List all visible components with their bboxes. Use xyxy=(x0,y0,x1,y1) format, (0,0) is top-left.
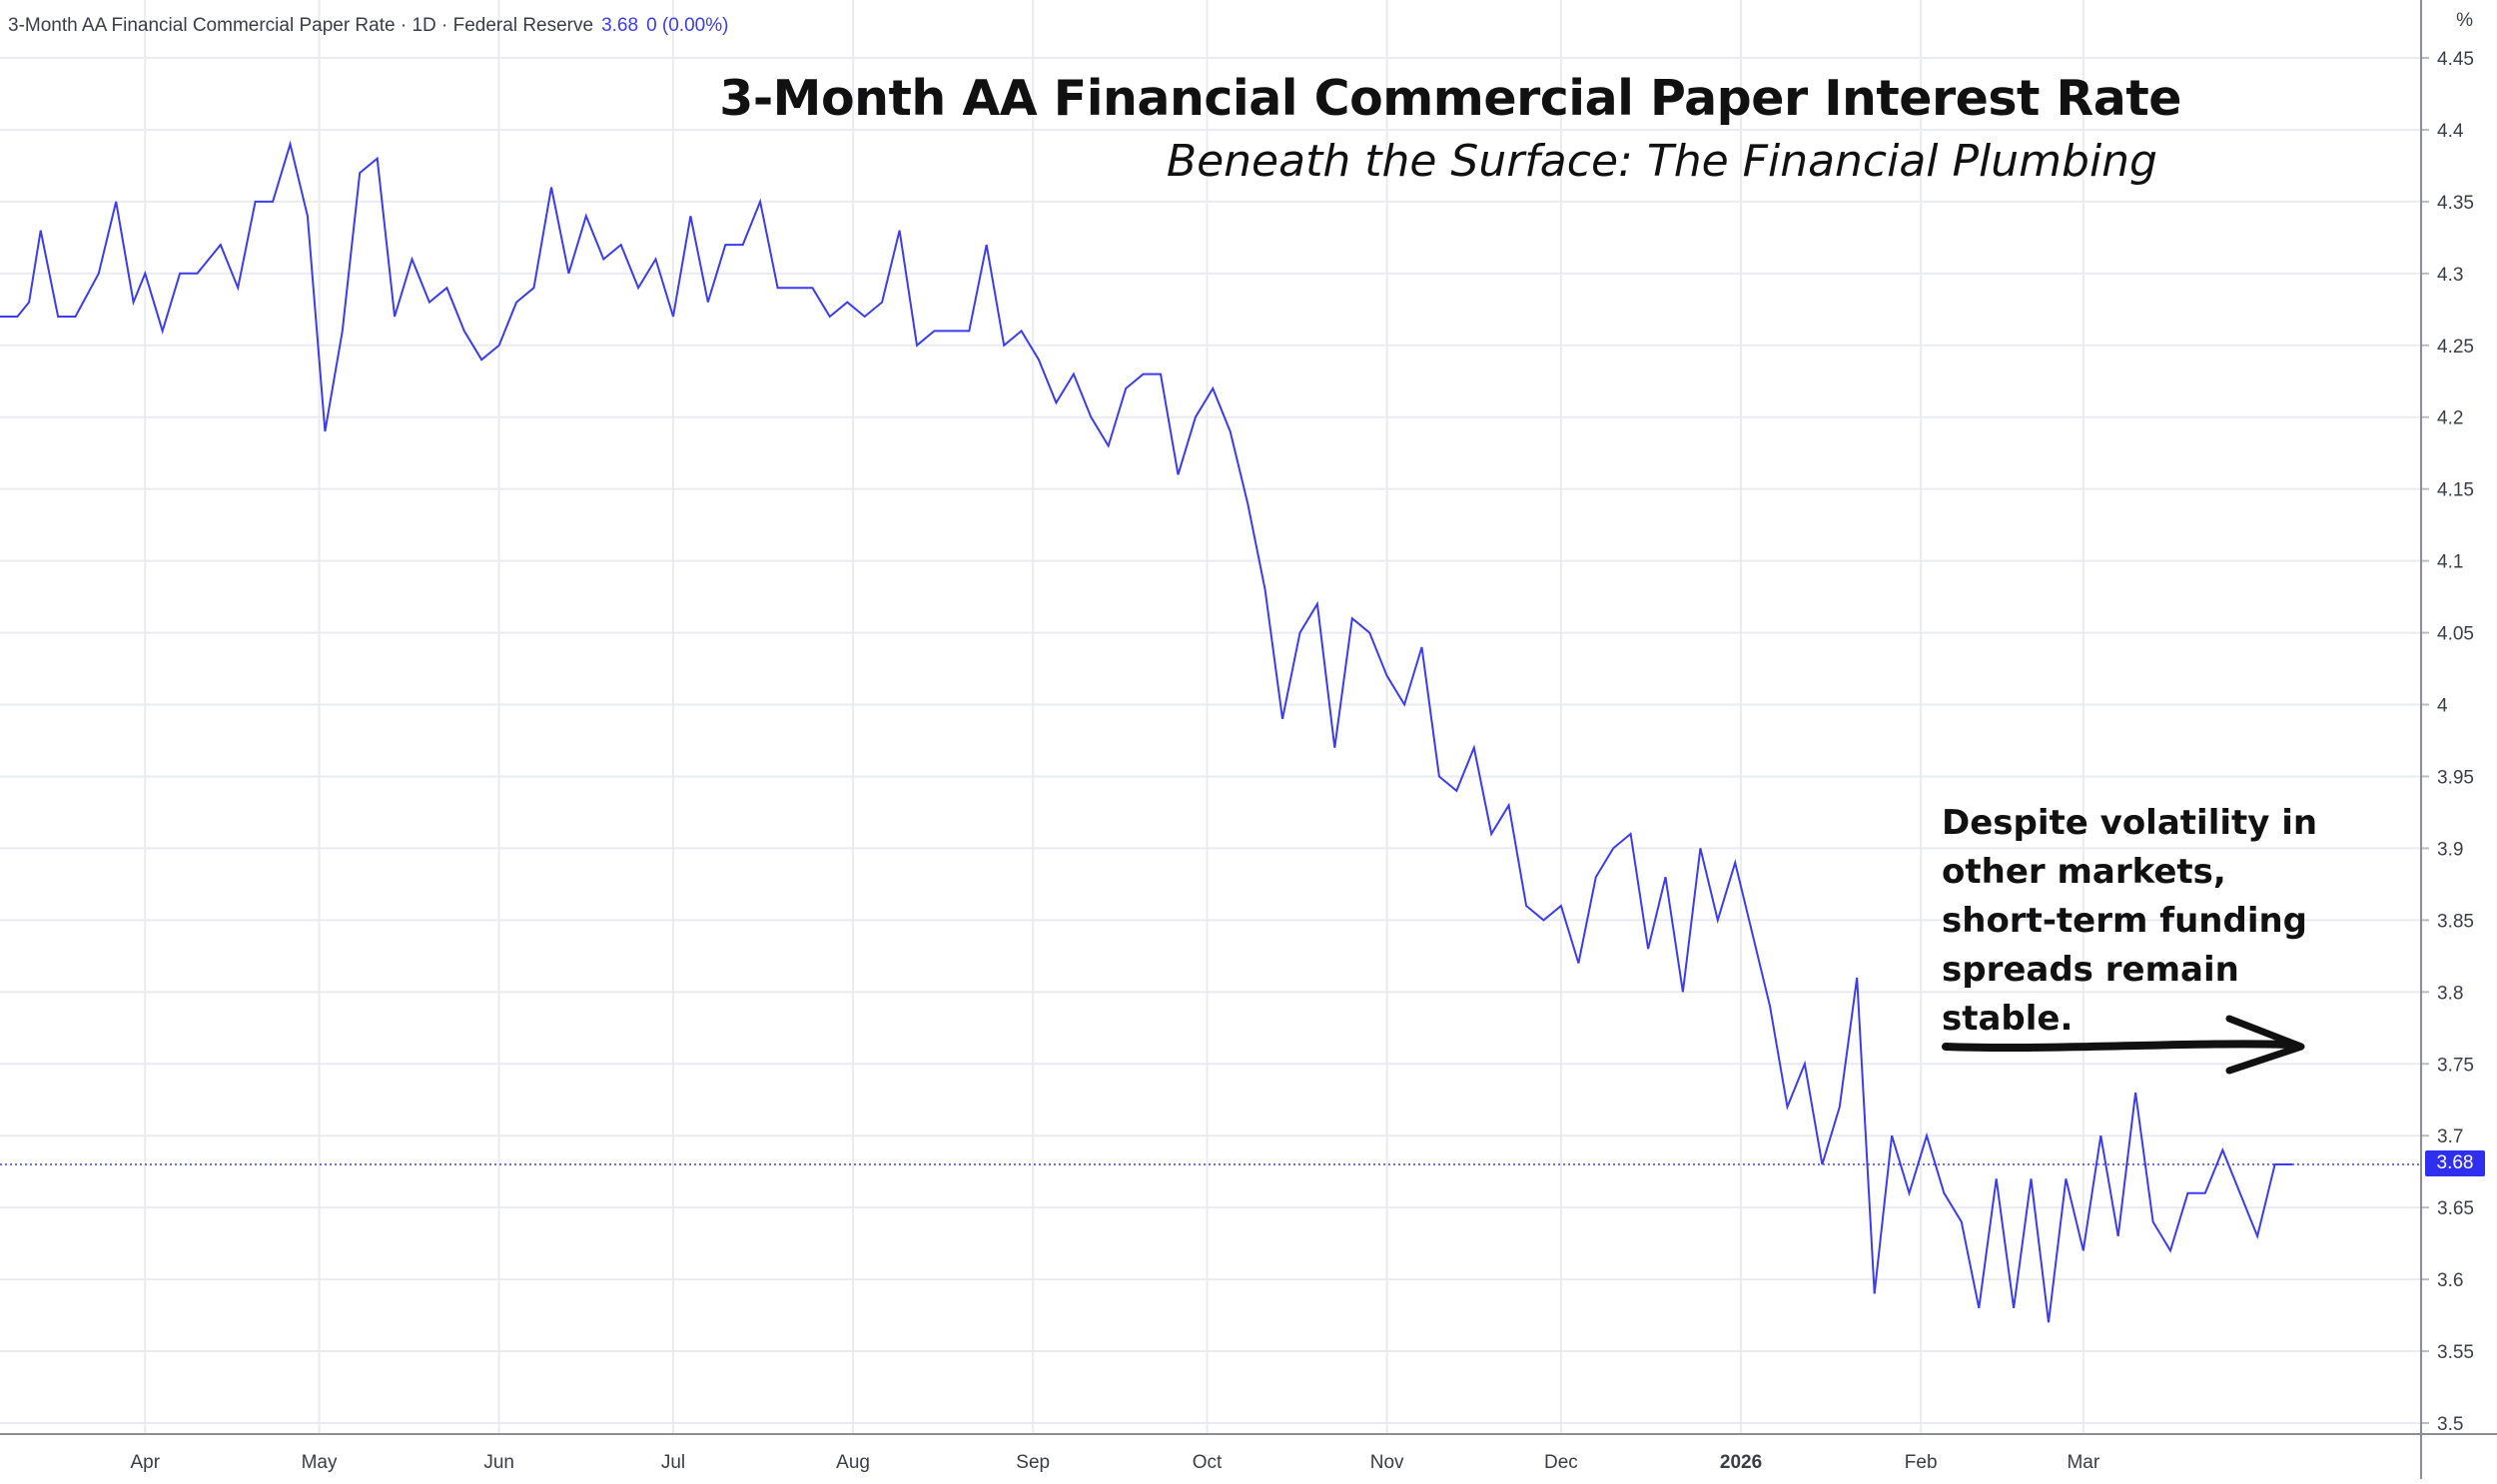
last-price-tag[interactable]: 3.68 xyxy=(2425,1150,2485,1176)
x-tick-label: Sep xyxy=(1016,1452,1050,1473)
series-legend-title: 3-Month AA Financial Commercial Paper Ra… xyxy=(8,15,594,36)
y-axis-unit-label: % xyxy=(2456,10,2473,31)
x-tick-label: Aug xyxy=(836,1452,870,1473)
x-tick-label: Dec xyxy=(1544,1452,1578,1473)
y-tick-label: 3.75 xyxy=(2437,1055,2474,1076)
chart-subtitle: Beneath the Surface: The Financial Plumb… xyxy=(1166,136,2157,187)
series-legend[interactable]: 3-Month AA Financial Commercial Paper Ra… xyxy=(8,10,728,42)
x-tick-label: May xyxy=(302,1452,338,1473)
y-tick-label: 4 xyxy=(2437,696,2448,717)
y-tick-label: 3.65 xyxy=(2437,1198,2474,1219)
series-legend-change: 0 (0.00%) xyxy=(646,15,729,36)
annotation-arrow-head xyxy=(2225,1015,2305,1075)
series-legend-value: 3.68 xyxy=(601,15,639,36)
y-tick-label: 4.45 xyxy=(2437,49,2474,70)
y-tick-label: 4.3 xyxy=(2437,265,2463,286)
y-tick-label: 4.2 xyxy=(2437,408,2463,429)
y-tick-label: 3.55 xyxy=(2437,1342,2474,1363)
y-tick-label: 3.6 xyxy=(2437,1270,2463,1291)
x-tick-label: Mar xyxy=(2067,1452,2099,1473)
y-tick-label: 4.1 xyxy=(2437,552,2463,573)
chart-title: 3-Month AA Financial Commercial Paper In… xyxy=(719,70,2181,127)
y-tick-label: 3.95 xyxy=(2437,767,2474,788)
y-tick-label: 3.7 xyxy=(2437,1126,2463,1147)
y-tick-label: 4.15 xyxy=(2437,480,2474,501)
x-tick-label: 2026 xyxy=(1720,1452,1762,1473)
y-tick-label: 4.4 xyxy=(2437,121,2464,142)
y-tick-label: 3.9 xyxy=(2437,839,2463,860)
annotation-text: Despite volatility in other markets, sho… xyxy=(1942,803,2318,1039)
y-tick-label: 3.85 xyxy=(2437,911,2474,932)
y-tick-label: 4.35 xyxy=(2437,193,2474,214)
y-tick-label: 3.8 xyxy=(2437,983,2463,1004)
y-tick-label: 3.5 xyxy=(2437,1414,2463,1435)
x-tick-label: Apr xyxy=(130,1452,160,1473)
x-tick-label: Feb xyxy=(1905,1452,1938,1473)
x-tick-label: Jul xyxy=(661,1452,685,1473)
x-tick-label: Jun xyxy=(483,1452,514,1473)
y-tick-label: 4.25 xyxy=(2437,337,2474,358)
x-tick-label: Oct xyxy=(1193,1452,1223,1473)
annotation-arrow-shaft xyxy=(1942,1040,2301,1053)
y-tick-label: 4.05 xyxy=(2437,624,2474,645)
x-tick-label: Nov xyxy=(1370,1452,1404,1473)
series-line xyxy=(0,140,2292,1323)
